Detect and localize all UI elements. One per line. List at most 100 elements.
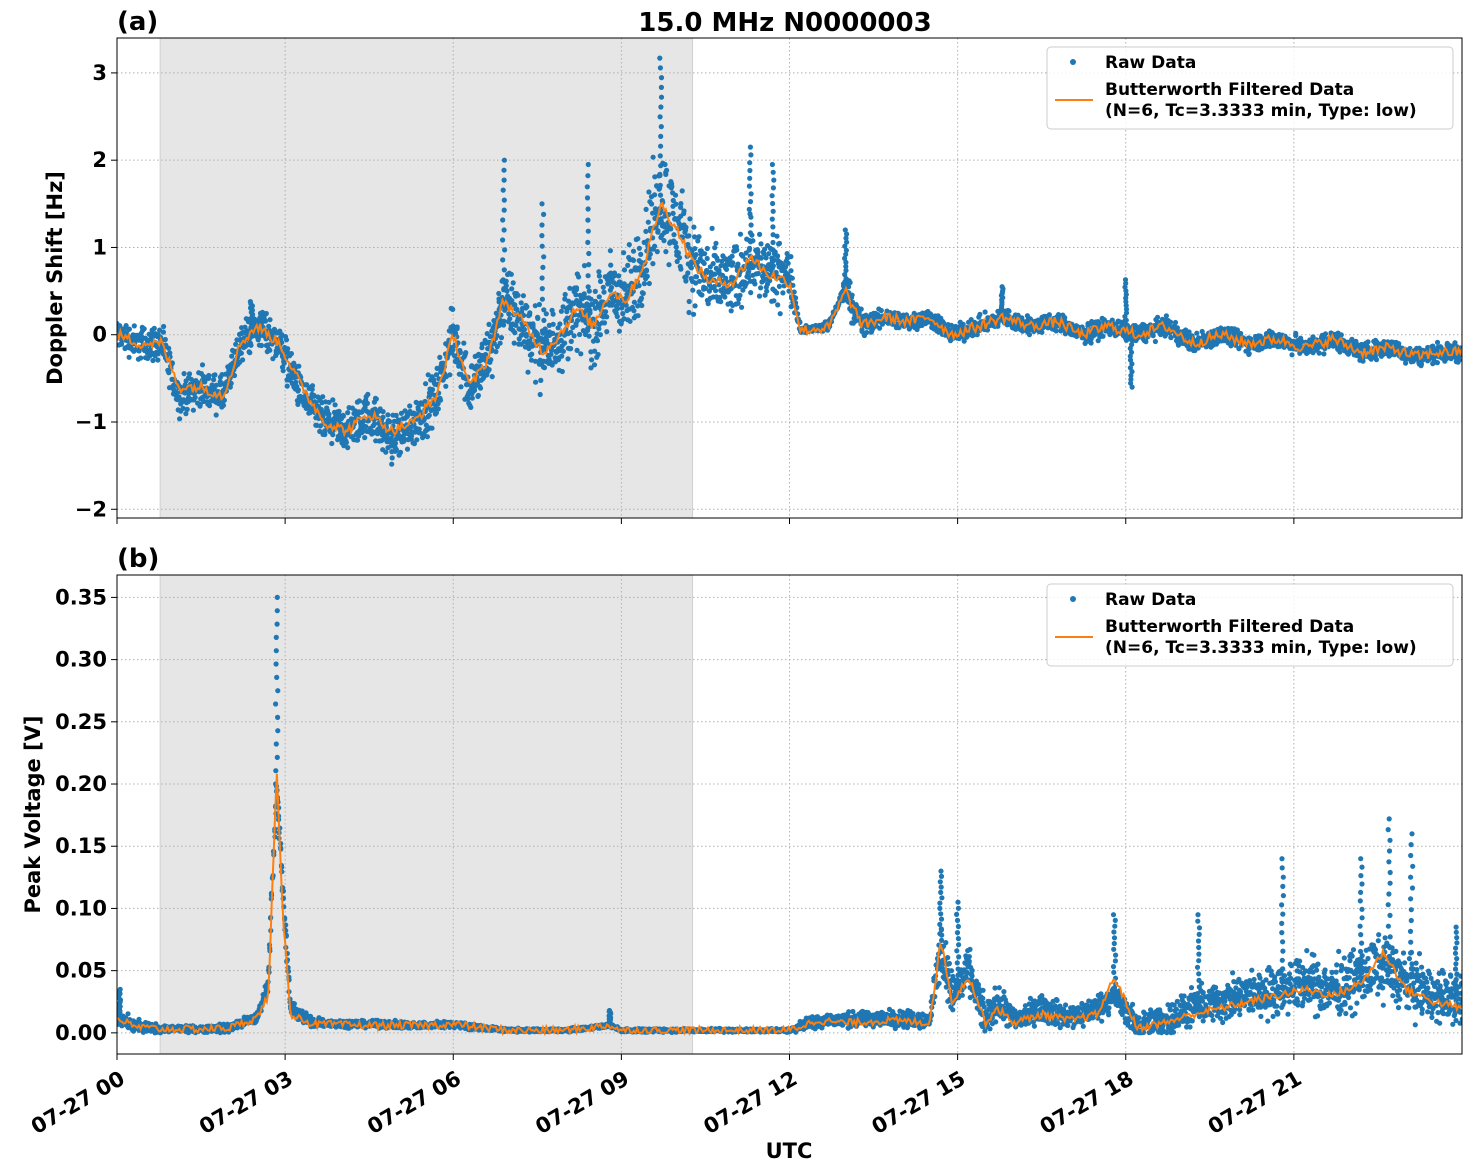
raw-data-point: [1238, 331, 1243, 336]
raw-data-point: [374, 396, 379, 401]
raw-data-point: [1153, 339, 1158, 344]
raw-data-point: [212, 372, 217, 377]
raw-data-point: [710, 226, 715, 231]
raw-data-point: [771, 298, 776, 303]
raw-data-point: [788, 254, 793, 259]
raw-data-point: [693, 303, 698, 308]
raw-data-point: [681, 208, 686, 213]
raw-data-point: [677, 255, 682, 260]
raw-data-point: [702, 261, 707, 266]
raw-data-point: [557, 321, 562, 326]
raw-data-point: [502, 247, 507, 252]
raw-data-point: [263, 319, 268, 324]
raw-data-point: [627, 242, 632, 247]
raw-data-point: [447, 372, 452, 377]
raw-data-point: [1194, 331, 1199, 336]
raw-data-point: [780, 290, 785, 295]
raw-data-point: [602, 320, 607, 325]
raw-data-point: [643, 229, 648, 234]
raw-data-point: [777, 284, 782, 289]
raw-data-point: [539, 201, 544, 206]
raw-data-point: [687, 299, 692, 304]
raw-data-point: [658, 114, 663, 119]
raw-data-point: [486, 322, 491, 327]
raw-data-point: [138, 355, 143, 360]
raw-data-point: [502, 208, 507, 213]
raw-data-point: [498, 341, 503, 346]
raw-data-point: [770, 201, 775, 206]
raw-data-point: [771, 170, 776, 175]
raw-data-point: [1130, 385, 1135, 390]
raw-data-point: [712, 245, 717, 250]
raw-data-point: [658, 65, 663, 70]
raw-data-point: [185, 407, 190, 412]
raw-data-point: [598, 279, 603, 284]
legend-filtered-label: Butterworth Filtered Data: [1105, 80, 1354, 100]
raw-data-point: [289, 351, 294, 356]
raw-data-point: [977, 312, 982, 317]
raw-data-point: [538, 392, 543, 397]
raw-data-point: [658, 193, 663, 198]
raw-data-point: [125, 1011, 130, 1016]
legend-raw-marker: [1070, 59, 1076, 65]
raw-data-point: [578, 351, 583, 356]
figure-title: 15.0 MHz N0000003: [638, 8, 931, 38]
raw-data-point: [502, 227, 507, 232]
raw-data-point: [539, 233, 544, 238]
raw-data-point: [430, 387, 435, 392]
raw-data-point: [182, 371, 187, 376]
raw-data-point: [521, 293, 526, 298]
y-tick-label: −2: [75, 497, 107, 521]
raw-data-point: [320, 394, 325, 399]
raw-data-point: [658, 134, 663, 139]
raw-data-point: [659, 85, 664, 90]
raw-data-point: [493, 349, 498, 354]
raw-data-point: [383, 450, 388, 455]
raw-data-point: [631, 308, 636, 313]
raw-data-point: [515, 293, 520, 298]
raw-data-point: [438, 398, 443, 403]
raw-data-point: [758, 285, 763, 290]
raw-data-point: [398, 450, 403, 455]
raw-data-point: [443, 384, 448, 389]
y-axis-label: Doppler Shift [Hz]: [43, 171, 67, 385]
raw-data-point: [284, 337, 289, 342]
shaded-span: [160, 575, 692, 1054]
raw-data-point: [617, 329, 622, 334]
raw-data-point: [777, 241, 782, 246]
raw-data-point: [345, 410, 350, 415]
raw-data-point: [281, 368, 286, 373]
raw-data-point: [127, 327, 132, 332]
raw-data-point: [429, 426, 434, 431]
raw-data-point: [747, 176, 752, 181]
raw-data-point: [166, 346, 171, 351]
raw-data-point: [706, 301, 711, 306]
raw-data-point: [694, 252, 699, 257]
raw-data-point: [778, 311, 783, 316]
raw-data-point: [365, 392, 370, 397]
raw-data-point: [1321, 351, 1326, 356]
raw-data-point: [119, 342, 124, 347]
raw-data-point: [1027, 332, 1032, 337]
raw-data-point: [696, 234, 701, 239]
raw-data-point: [586, 206, 591, 211]
raw-data-point: [155, 357, 160, 362]
raw-data-point: [568, 346, 573, 351]
raw-data-point: [642, 281, 647, 286]
raw-data-point: [565, 356, 570, 361]
raw-data-point: [522, 327, 527, 332]
raw-data-point: [749, 191, 754, 196]
raw-data-point: [1123, 277, 1128, 282]
raw-data-point: [788, 268, 793, 273]
raw-data-point: [387, 419, 392, 424]
raw-data-point: [658, 163, 663, 168]
raw-data-point: [748, 152, 753, 157]
raw-data-point: [686, 233, 691, 238]
raw-data-point: [748, 215, 753, 220]
raw-data-point: [596, 352, 601, 357]
y-tick-label: 3: [92, 61, 107, 85]
raw-data-point: [380, 415, 385, 420]
raw-data-point: [637, 246, 642, 251]
raw-data-point: [362, 435, 367, 440]
